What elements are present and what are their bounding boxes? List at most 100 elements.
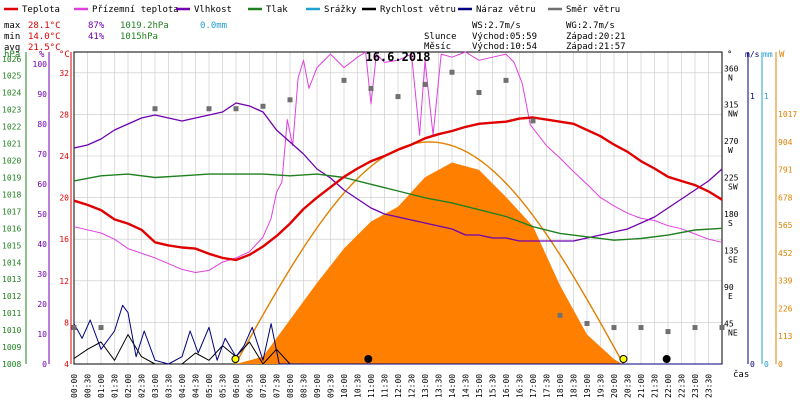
tick-label-pressure: 1015 <box>2 241 21 250</box>
wind-direction-point <box>395 94 401 100</box>
tick-label-humidity: 10 <box>37 330 47 339</box>
tick-label-solar: 113 <box>778 332 793 341</box>
tick-label-time: 03:00 <box>151 374 160 398</box>
moonrise-marker <box>364 355 373 363</box>
tick-label-humidity: 50 <box>37 210 47 219</box>
tick-label-humidity: 60 <box>37 180 47 189</box>
wind-direction-point <box>233 106 239 112</box>
tick-label-time: 07:30 <box>273 374 282 398</box>
series-line-přízemní-teplota <box>73 51 723 273</box>
tick-label-solar: 339 <box>778 277 793 286</box>
tick-label-solar: 904 <box>778 138 793 147</box>
series-line-teplota <box>73 116 723 262</box>
compass-label: NW <box>728 110 738 119</box>
tick-label-time: 05:30 <box>219 374 228 398</box>
wind-direction-point <box>584 320 590 326</box>
tick-label-time: 19:30 <box>597 374 606 398</box>
wind-direction-point <box>719 325 725 331</box>
tick-label-time: 06:00 <box>232 374 241 398</box>
tick-label-temperature: 12 <box>59 277 69 286</box>
astro-block: WS:2.7m/s WG:2.7m/s Slunce Východ:05:59 … <box>424 21 626 52</box>
unit-time: čas <box>733 369 749 380</box>
sunrise-readout: Východ:05:59 <box>472 32 537 42</box>
stat-max-temp: 28.1°C <box>28 21 61 31</box>
solar-layer <box>234 141 625 365</box>
tick-label-temperature: 8 <box>64 318 69 327</box>
tick-label-time: 19:00 <box>583 374 592 398</box>
tick-label-direction: 180 <box>724 210 739 219</box>
tick-label-time: 22:30 <box>678 374 687 398</box>
sunrise-marker <box>231 355 240 363</box>
tick-label-pressure: 1014 <box>2 258 21 267</box>
compass-label: W <box>728 146 733 155</box>
wind-direction-point <box>611 325 617 331</box>
compass-label: SW <box>728 183 738 192</box>
tick-label-time: 17:30 <box>543 374 552 398</box>
wind-direction-point <box>98 325 104 331</box>
moon-label: Měsíc <box>424 42 451 52</box>
tick-label-wind: 1 <box>750 92 755 101</box>
unit-w: W <box>779 50 785 60</box>
tick-label-pressure: 1018 <box>2 190 21 199</box>
tick-label-time: 11:30 <box>381 374 390 398</box>
unit-degc: °C <box>59 50 70 60</box>
tick-label-solar: 565 <box>778 221 793 230</box>
sun-label: Slunce <box>424 32 457 42</box>
wind-direction-point <box>530 118 536 124</box>
stat-min-hum: 41% <box>88 32 105 42</box>
tick-label-time: 09:30 <box>327 374 336 398</box>
tick-label-temperature: 28 <box>59 110 69 119</box>
series-line-náraz-větru <box>73 304 722 365</box>
tick-label-time: 18:00 <box>556 374 565 398</box>
tick-label-humidity: 80 <box>37 120 47 129</box>
tick-label-humidity: 0 <box>42 360 47 369</box>
tick-label-pressure: 1022 <box>2 123 21 132</box>
tick-label-time: 02:30 <box>138 374 147 398</box>
unit-deg: ° <box>727 50 732 60</box>
tick-label-time: 21:30 <box>651 374 660 398</box>
tick-label-time: 16:00 <box>502 374 511 398</box>
tick-label-humidity: 70 <box>37 150 47 159</box>
tick-label-direction: 315 <box>724 101 739 110</box>
compass-label: S <box>728 219 733 228</box>
legend-label: Vlhkost <box>194 5 232 15</box>
tick-label-pressure: 1024 <box>2 89 21 98</box>
stat-max-label: max <box>4 21 21 31</box>
wind-direction-point <box>665 329 671 335</box>
moonset-readout: Západ:21:57 <box>566 42 626 52</box>
tick-label-pressure: 1021 <box>2 140 21 149</box>
tick-label-time: 11:00 <box>367 374 376 398</box>
tick-label-temperature: 16 <box>59 235 69 244</box>
tick-label-time: 17:00 <box>529 374 538 398</box>
wind-direction-point <box>71 325 77 331</box>
unit-pct: % <box>39 50 45 60</box>
legend-label: Náraz větru <box>476 5 536 15</box>
tick-label-direction: 90 <box>724 283 734 292</box>
tick-label-rain: 1 <box>764 92 769 101</box>
tick-label-time: 09:00 <box>313 374 322 398</box>
tick-label-time: 14:30 <box>462 374 471 398</box>
tick-label-direction: 45 <box>724 320 734 329</box>
wind-direction-point <box>341 77 347 83</box>
legend-label: Směr větru <box>566 5 620 15</box>
stat-avg-label: avg <box>4 43 20 53</box>
tick-label-time: 16:30 <box>516 374 525 398</box>
tick-label-temperature: 4 <box>64 360 69 369</box>
tick-label-direction: 270 <box>724 137 739 146</box>
wind-direction-point <box>557 312 563 318</box>
tick-label-time: 10:30 <box>354 374 363 398</box>
axes-layer: 1008100910101011101210131014101510161017… <box>2 52 797 398</box>
stat-min-press: 1015hPa <box>120 32 158 42</box>
series-line-rychlost-větru <box>73 334 722 365</box>
wind-direction-point <box>260 103 266 109</box>
tick-label-time: 10:00 <box>340 374 349 398</box>
tick-label-time: 01:30 <box>111 374 120 398</box>
tick-label-direction: 135 <box>724 247 739 256</box>
solar-radiation-area <box>236 162 623 364</box>
stat-min-label: min <box>4 32 20 42</box>
axis-units: hPa % °C ° m/s mm W čas <box>4 50 785 380</box>
tick-label-time: 20:00 <box>610 374 619 398</box>
tick-label-humidity: 90 <box>37 90 47 99</box>
tick-label-time: 05:00 <box>205 374 214 398</box>
tick-label-time: 08:30 <box>300 374 309 398</box>
